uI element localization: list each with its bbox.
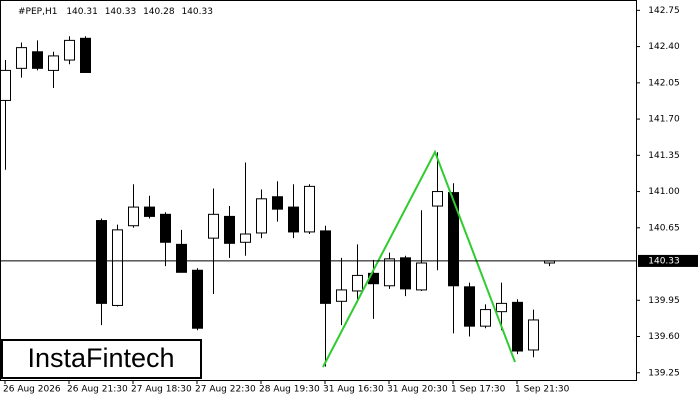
- candle-body: [96, 220, 107, 304]
- candle-body: [496, 302, 507, 313]
- y-tick-label: 139.25: [648, 368, 680, 378]
- candle-body: [240, 233, 251, 243]
- candle-body: [304, 185, 315, 233]
- x-tick-label: 26 Aug 21:30: [67, 385, 128, 395]
- last-price-label: 140.33: [648, 256, 680, 266]
- candle-body: [400, 257, 411, 290]
- header-close: 140.33: [181, 7, 213, 17]
- candle-body: [0, 69, 11, 101]
- candle-body: [192, 269, 203, 329]
- header-open: 140.31: [66, 7, 98, 17]
- candle-body: [352, 274, 363, 292]
- x-tick-label: 27 Aug 22:30: [195, 385, 256, 395]
- candle-body: [32, 51, 43, 69]
- x-tick-label: 28 Aug 19:30: [259, 385, 320, 395]
- candle-body: [464, 286, 475, 327]
- y-tick-label: 142.75: [648, 6, 680, 16]
- candle-body: [384, 258, 395, 287]
- y-tick-label: 141.00: [648, 187, 680, 197]
- candle-body: [528, 319, 539, 351]
- y-tick-label: 141.70: [648, 115, 680, 125]
- x-tick-label: 26 Aug 2026: [3, 385, 61, 395]
- plot: [0, 36, 555, 367]
- header-low: 140.28: [143, 7, 175, 17]
- candle-body: [448, 192, 459, 287]
- y-tick-label: 139.60: [648, 332, 680, 342]
- x-tick-label: 27 Aug 18:30: [131, 385, 192, 395]
- y-tick-label: 139.95: [648, 296, 680, 306]
- y-tick-label: 141.35: [648, 151, 680, 161]
- symbol: #PEP,H1: [18, 7, 57, 17]
- candle-body: [432, 191, 443, 207]
- y-tick-label: 140.65: [648, 223, 680, 233]
- candle-body: [480, 309, 491, 327]
- candle-body: [64, 39, 75, 61]
- candle-body: [80, 37, 91, 73]
- candle-body: [288, 206, 299, 233]
- header-high: 140.33: [105, 7, 137, 17]
- candle-body: [224, 215, 235, 244]
- candle-body: [336, 289, 347, 302]
- x-tick-label: 31 Aug 16:30: [323, 385, 384, 395]
- y-tick-label: 142.05: [648, 78, 680, 88]
- y-tick-label: 142.40: [648, 42, 680, 52]
- pattern-line: [322, 149, 516, 368]
- plot-frame: [0, 0, 637, 381]
- candle-body: [16, 47, 27, 69]
- candle-body: [176, 243, 187, 273]
- candle-body: [160, 213, 171, 243]
- candle-body: [144, 206, 155, 217]
- x-tick-label: 1 Sep 17:30: [451, 385, 506, 395]
- x-tick-label: 1 Sep 21:30: [515, 385, 570, 395]
- last-price-box: [638, 254, 698, 267]
- candle-body: [256, 198, 267, 234]
- candle-body: [416, 262, 427, 291]
- candle-body: [272, 196, 283, 210]
- candle-body: [48, 55, 59, 71]
- candle-body: [208, 213, 219, 239]
- x-tick-label: 31 Aug 20:30: [387, 385, 448, 395]
- candle-body: [128, 206, 139, 227]
- candle-body: [512, 301, 523, 352]
- logo-box: [1, 339, 202, 379]
- candle-body: [112, 229, 123, 306]
- logo: InstaFintech: [27, 343, 174, 373]
- header: #PEP,H1 140.31 140.33 140.28 140.33: [18, 7, 213, 17]
- candle-body: [320, 230, 331, 304]
